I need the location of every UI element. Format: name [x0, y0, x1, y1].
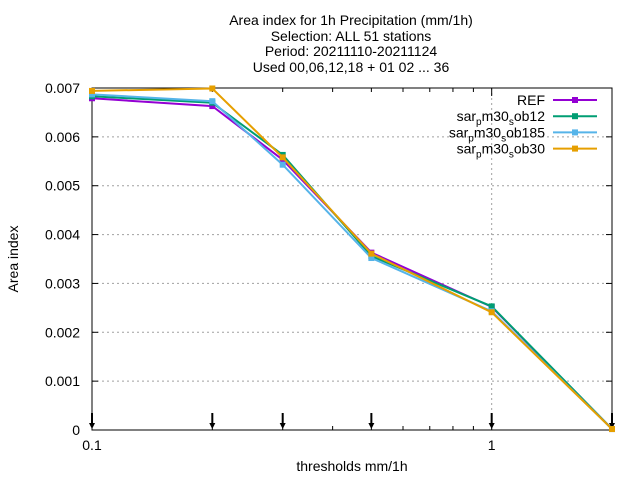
series-group	[89, 85, 615, 433]
legend-marker	[572, 145, 578, 152]
legend-label-part: sar	[449, 124, 469, 140]
legend-label-part: m30	[482, 108, 509, 124]
data-point	[209, 103, 216, 110]
legend-label-part: p	[476, 150, 482, 161]
legend-label-part: m30	[482, 141, 509, 157]
x-axis-label: thresholds mm/1h	[296, 458, 407, 474]
legend-label-part: p	[468, 133, 474, 144]
threshold-mark-head	[89, 423, 95, 429]
data-point	[279, 154, 286, 161]
y-tick-label: 0.001	[45, 373, 80, 389]
y-tick-label: 0.005	[45, 178, 80, 194]
x-tick-label: 1	[488, 437, 496, 453]
legend-label-part: sar	[457, 108, 477, 124]
data-point	[209, 98, 216, 105]
legend-label-part: m30	[474, 124, 501, 140]
data-point	[89, 87, 95, 94]
y-tick-label: 0.004	[45, 227, 80, 243]
legend-label-part: ob12	[514, 108, 545, 124]
chart-title: Area index for 1h Precipitation (mm/1h) …	[229, 12, 473, 75]
data-point	[279, 161, 286, 168]
y-tick-label: 0.003	[45, 275, 80, 291]
plot-frame	[91, 87, 613, 431]
legend-label: sarpm30sob185	[449, 124, 545, 144]
threshold-mark-head	[209, 423, 216, 429]
legend-label-part: s	[509, 117, 514, 128]
title-line-3: Period: 20211110-20211124	[265, 43, 438, 59]
series-line	[91, 87, 613, 430]
y-tick-label: 0.006	[45, 129, 80, 145]
data-point	[609, 426, 615, 433]
legend-marker	[572, 113, 578, 120]
y-axis-label: Area index	[5, 226, 21, 293]
legend-label: sarpm30sob30	[457, 141, 546, 161]
data-point	[368, 255, 375, 262]
data-point	[209, 85, 216, 92]
title-line-2: Selection: ALL 51 stations	[271, 28, 432, 44]
legend-item: sarpm30sob12	[457, 108, 597, 128]
threshold-mark-head	[609, 423, 615, 429]
legend-label-part: sar	[457, 141, 477, 157]
legend-label-part: s	[501, 133, 506, 144]
y-tick-label: 0.002	[45, 324, 80, 340]
axis-ticks: 0 0.001 0.002 0.003 0.004 0.005 0.006 0.007 0.1 1	[45, 80, 612, 453]
legend-item: sarpm30sob185	[449, 124, 597, 144]
threshold-mark-head	[368, 423, 375, 429]
legend-marker	[572, 97, 578, 103]
threshold-mark-head	[279, 423, 286, 429]
x-tick-label: 0.1	[82, 437, 102, 453]
legend-marker	[572, 129, 578, 136]
data-point	[368, 250, 375, 257]
legend-item: REF	[517, 92, 597, 108]
legend-label-part: ob185	[506, 124, 545, 140]
legend-item: sarpm30sob30	[457, 141, 597, 161]
series-sar-pm30-sob30	[89, 85, 615, 433]
data-point	[488, 309, 495, 316]
legend-label-part: p	[476, 117, 482, 128]
legend-label-part: s	[509, 150, 514, 161]
y-tick-label: 0	[72, 422, 80, 438]
threshold-marks	[89, 413, 615, 429]
legend-label-part: ob30	[514, 141, 545, 157]
legend-label: sarpm30sob12	[457, 108, 546, 128]
threshold-mark-head	[488, 423, 495, 429]
title-line-4: Used 00,06,12,18 + 01 02 ... 36	[253, 59, 450, 75]
data-point	[89, 91, 95, 98]
y-tick-label: 0.007	[45, 80, 80, 96]
title-line-1: Area index for 1h Precipitation (mm/1h)	[229, 12, 473, 28]
data-point	[488, 303, 495, 310]
legend-label: REF	[517, 92, 545, 108]
